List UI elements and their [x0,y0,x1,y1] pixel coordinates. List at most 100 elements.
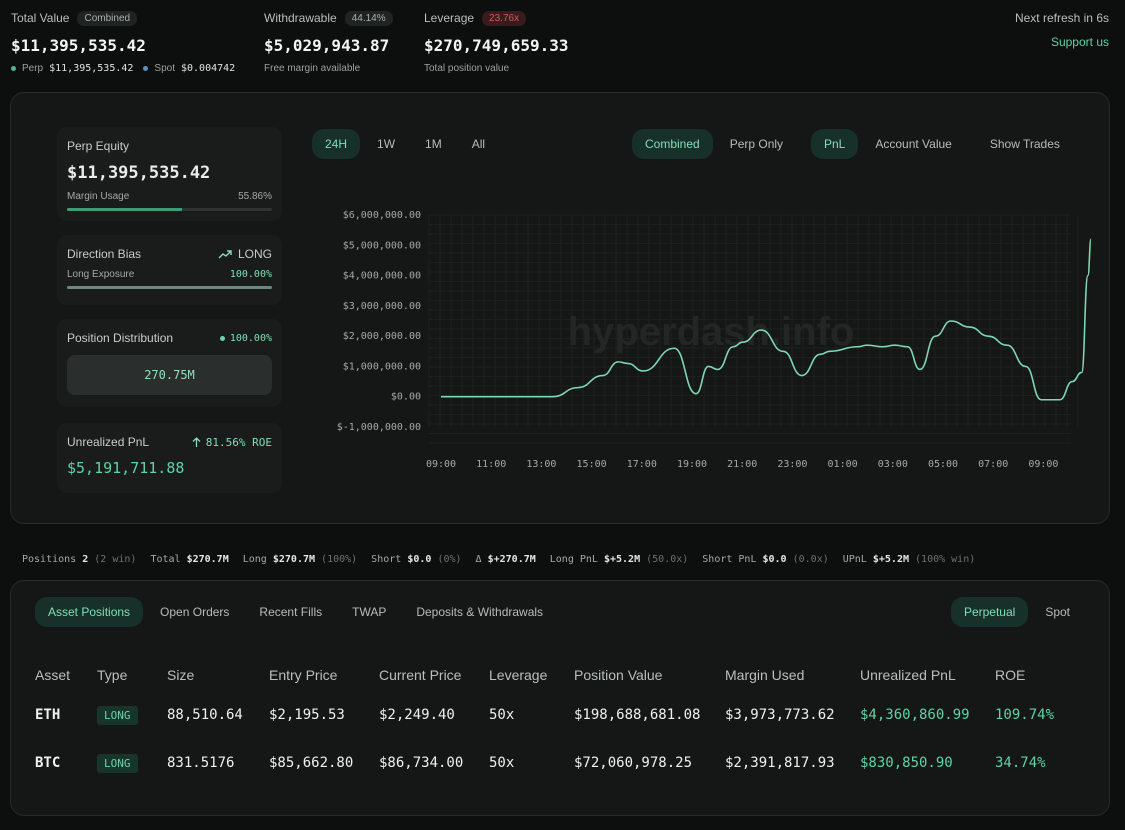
position-distribution-title: Position Distribution [67,331,174,345]
tab-spot[interactable]: Spot [1045,605,1070,619]
support-link[interactable]: Support us [1050,35,1109,49]
x-tick-label: 07:00 [978,459,1008,470]
cell-leverage: 50x [489,755,515,771]
market-tabs: Perpetual Spot [950,597,1083,627]
tab-open-orders[interactable]: Open Orders [160,605,230,619]
withdrawable-amount: $5,029,943.87 [264,36,390,55]
x-tick-label: 09:00 [426,459,456,470]
perp-equity-card: Perp Equity $11,395,535.42 Margin Usage 5… [57,127,282,221]
perp-label: Perp [22,63,44,74]
col-position-value[interactable]: Position Value [574,667,663,683]
spot-value: $0.004742 [181,63,236,74]
summary-short-note: (0%) [437,554,462,565]
y-tick-label: $2,000,000.00 [343,331,421,342]
summary-upnl-label: UPnL [842,554,867,565]
col-roe[interactable]: ROE [995,667,1026,683]
tab-recent-fills[interactable]: Recent Fills [259,605,323,619]
margin-usage-bar [67,208,272,211]
cell-current-price: $2,249.40 [379,707,455,723]
direction-bias-card: Direction Bias LONG Long Exposure 100.00% [57,235,282,305]
x-tick-label: 23:00 [777,459,807,470]
perp-dot-icon [11,66,16,71]
cell-position-value: $198,688,681.08 [574,707,701,723]
col-size[interactable]: Size [167,667,195,683]
cell-entry-price: $85,662.80 [269,755,354,771]
y-tick-label: $-1,000,000.00 [337,422,421,433]
perp-equity-title: Perp Equity [67,139,130,153]
col-entry-price[interactable]: Entry Price [269,667,338,683]
x-tick-label: 21:00 [727,459,757,470]
table-row[interactable]: ETH LONG 88,510.64 $2,195.53 $2,249.40 5… [35,691,1075,739]
tab-1m[interactable]: 1M [425,137,442,151]
y-tick-label: $5,000,000.00 [343,240,421,251]
tab-pnl[interactable]: PnL [811,129,859,159]
tab-all[interactable]: All [471,137,486,151]
y-tick-label: $0.00 [391,392,421,403]
distribution-percent: 100.00% [229,332,272,344]
show-trades-button[interactable]: Show Trades [989,137,1060,151]
col-leverage[interactable]: Leverage [489,667,548,683]
col-margin-used[interactable]: Margin Used [725,667,805,683]
col-unrealized-pnl[interactable]: Unrealized PnL [860,667,956,683]
col-current-price[interactable]: Current Price [379,667,462,683]
view-tabs: Combined Perp Only [632,129,796,159]
total-value-amount: $11,395,535.42 [11,36,146,55]
direction-bias-title: Direction Bias [67,247,142,261]
cell-asset[interactable]: ETH [35,707,61,723]
arrow-up-icon [192,436,201,447]
long-exposure-fill [67,286,272,289]
unrealized-pnl-title: Unrealized PnL [67,435,150,449]
leverage-label: Leverage [424,11,475,25]
tab-perp-only[interactable]: Perp Only [729,137,784,151]
x-tick-label: 15:00 [577,459,607,470]
overview-panel: Perp Equity $11,395,535.42 Margin Usage 5… [10,92,1110,524]
combined-badge: Combined [77,10,138,26]
cell-asset[interactable]: BTC [35,755,61,771]
distribution-bar[interactable]: 270.75M [67,355,272,395]
pnl-chart[interactable]: hyperdash.info $6,000,000.00 $5,000,000.00… [311,195,1091,475]
col-type[interactable]: Type [97,667,128,683]
cell-size: 88,510.64 [167,707,243,723]
table-row[interactable]: BTC LONG 831.5176 $85,662.80 $86,734.00 … [35,739,1075,787]
cell-roe: 109.74% [995,707,1055,723]
long-exposure-bar [67,286,272,289]
tab-combined[interactable]: Combined [632,129,713,159]
x-tick-label: 01:00 [828,459,858,470]
positions-summary: Positions 2 (2 win) Total $270.7M Long $… [22,554,975,565]
summary-long-label: Long [242,554,267,565]
summary-positions-value: 2 [82,554,89,565]
total-value-stat: Total Value Combined $11,395,535.42 Perp … [11,10,235,74]
tab-1w[interactable]: 1W [377,137,396,151]
col-asset[interactable]: Asset [35,667,71,683]
summary-long-pnl-value: $+5.2M [603,554,641,565]
summary-upnl-note: (100% win) [915,554,976,565]
summary-short-label: Short [371,554,402,565]
positions-panel: Asset Positions Open Orders Recent Fills… [10,580,1110,816]
tab-deposits-withdrawals[interactable]: Deposits & Withdrawals [416,605,544,619]
summary-positions-label: Positions [22,554,77,565]
x-tick-label: 11:00 [476,459,506,470]
positions-tabs: Asset Positions Open Orders Recent Fills… [35,597,556,627]
x-tick-label: 05:00 [928,459,958,470]
cell-margin-used: $3,973,773.62 [725,707,835,723]
tab-twap[interactable]: TWAP [352,605,387,619]
summary-delta-label: Δ [475,554,482,565]
x-tick-label: 19:00 [677,459,707,470]
tab-24h[interactable]: 24H [312,129,361,159]
tab-perpetual[interactable]: Perpetual [950,597,1029,627]
summary-long-pnl-label: Long PnL [549,554,598,565]
x-tick-label: 17:00 [627,459,657,470]
x-tick-label: 03:00 [878,459,908,470]
refresh-timer: Next refresh in 6s [1014,11,1109,25]
unrealized-pnl-card: Unrealized PnL 81.56% ROE $5,191,711.88 [57,423,282,493]
summary-long-pnl-note: (50.0x) [646,554,689,565]
y-tick-label: $1,000,000.00 [343,361,421,372]
range-tabs: 24H 1W 1M All [312,129,498,159]
tab-asset-positions[interactable]: Asset Positions [35,597,144,627]
positions-table: Asset Type Size Entry Price Current Pric… [35,659,1075,787]
summary-total-label: Total [150,554,181,565]
metric-tabs: PnL Account Value Show Trades [811,129,1073,159]
unrealized-pnl-value: $5,191,711.88 [67,459,185,477]
tab-account-value[interactable]: Account Value [875,137,952,151]
leverage-badge: 23.76x [482,10,527,26]
